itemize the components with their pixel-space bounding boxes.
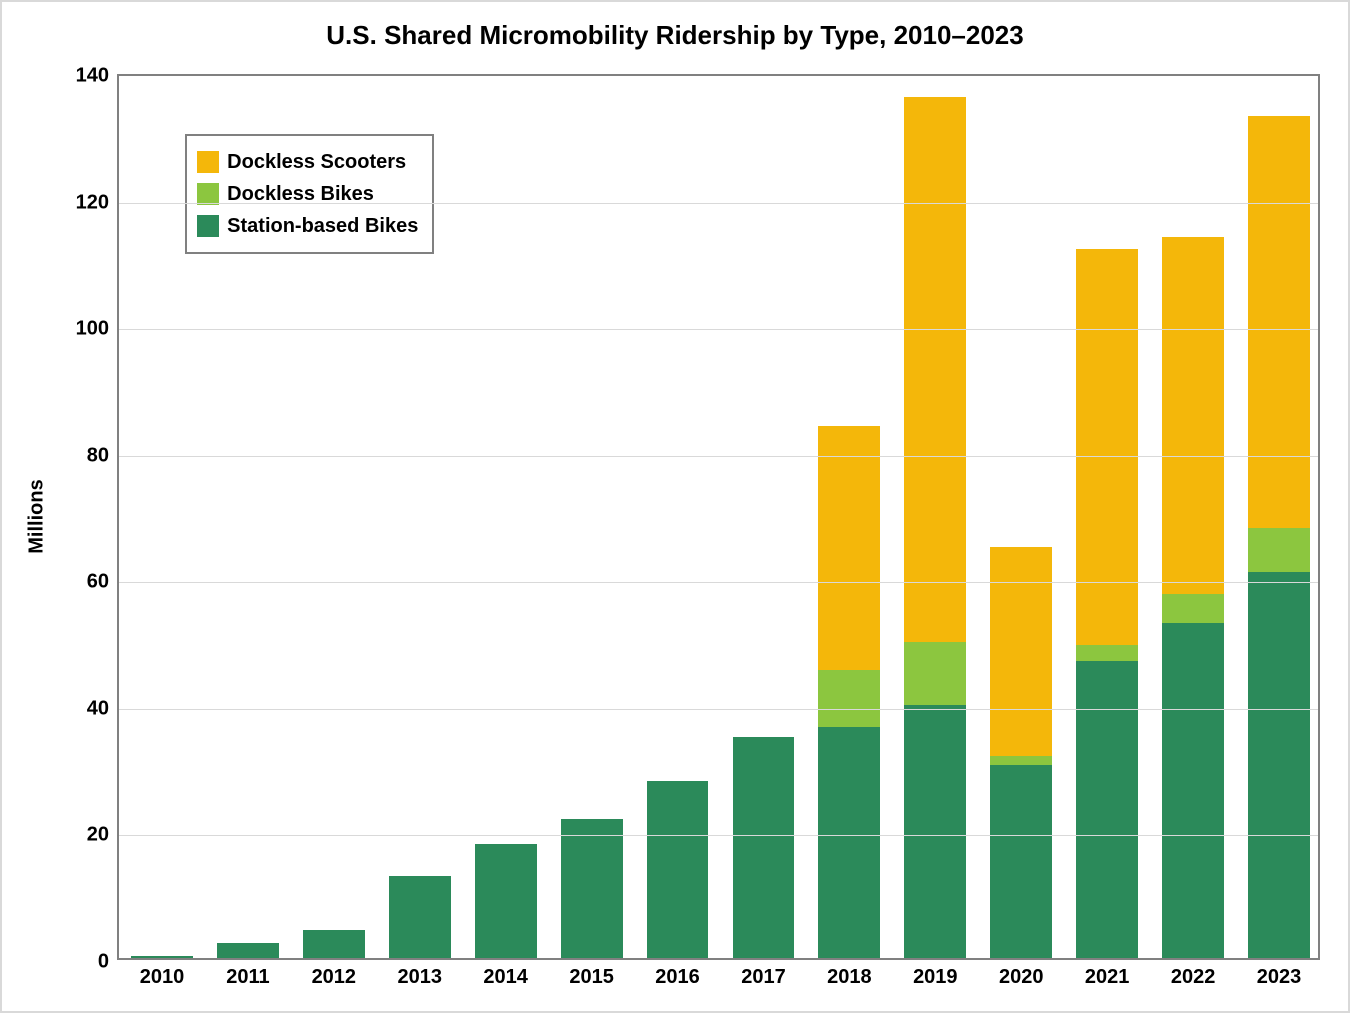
y-axis-label: Millions [26, 467, 49, 567]
bar-segment-dockless_bikes [818, 670, 880, 727]
gridline [119, 329, 1318, 330]
y-tick-label: 140 [76, 65, 119, 88]
bar-segment-dockless_bikes [1248, 528, 1310, 572]
bar-segment-dockless_scooters [1248, 116, 1310, 527]
x-tick-label: 2023 [1257, 958, 1302, 989]
x-tick-label: 2012 [312, 958, 357, 989]
bar-segment-station_bikes [733, 737, 795, 959]
y-tick-label: 100 [76, 318, 119, 341]
bar-segment-dockless_scooters [1162, 237, 1224, 595]
bar-segment-station_bikes [561, 819, 623, 958]
x-tick-label: 2018 [827, 958, 872, 989]
bar-stack [1076, 249, 1138, 958]
bar-segment-station_bikes [1162, 623, 1224, 958]
bar-segment-dockless_bikes [1076, 645, 1138, 661]
bars-container [119, 76, 1318, 958]
x-tick-label: 2017 [741, 958, 786, 989]
bar-segment-station_bikes [475, 844, 537, 958]
bar-segment-station_bikes [1248, 572, 1310, 958]
x-tick-label: 2013 [398, 958, 443, 989]
x-tick-label: 2011 [226, 958, 269, 989]
bar-stack [561, 819, 623, 958]
bar-segment-station_bikes [389, 876, 451, 958]
y-tick-label: 20 [87, 824, 119, 847]
y-tick-label: 80 [87, 444, 119, 467]
x-tick-label: 2016 [655, 958, 700, 989]
y-tick-label: 120 [76, 191, 119, 214]
gridline [119, 203, 1318, 204]
x-tick-label: 2022 [1171, 958, 1216, 989]
y-tick-label: 0 [98, 951, 119, 974]
bar-stack [303, 930, 365, 958]
x-tick-label: 2020 [999, 958, 1044, 989]
bar-stack [217, 943, 279, 958]
bar-stack [818, 426, 880, 958]
bar-segment-station_bikes [990, 765, 1052, 958]
bar-segment-dockless_scooters [818, 426, 880, 670]
chart-frame: U.S. Shared Micromobility Ridership by T… [0, 0, 1350, 1013]
gridline [119, 835, 1318, 836]
bar-stack [990, 547, 1052, 958]
x-tick-label: 2010 [140, 958, 185, 989]
bar-segment-dockless_scooters [990, 547, 1052, 756]
y-tick-label: 40 [87, 697, 119, 720]
bar-segment-station_bikes [904, 705, 966, 958]
bar-segment-dockless_bikes [1162, 594, 1224, 622]
gridline [119, 456, 1318, 457]
bar-stack [475, 844, 537, 958]
bar-segment-dockless_bikes [904, 642, 966, 705]
x-tick-label: 2021 [1085, 958, 1130, 989]
bar-segment-station_bikes [217, 943, 279, 958]
gridline [119, 582, 1318, 583]
y-tick-label: 60 [87, 571, 119, 594]
bar-segment-station_bikes [818, 727, 880, 958]
bar-segment-station_bikes [647, 781, 709, 958]
x-tick-label: 2015 [569, 958, 614, 989]
bar-stack [389, 876, 451, 958]
bar-segment-dockless_bikes [990, 756, 1052, 765]
bar-stack [904, 97, 966, 958]
bar-segment-dockless_scooters [1076, 249, 1138, 645]
bar-segment-station_bikes [1076, 661, 1138, 958]
plot-area: Dockless ScootersDockless BikesStation-b… [117, 74, 1320, 960]
bar-segment-dockless_scooters [904, 97, 966, 641]
bar-stack [1162, 237, 1224, 958]
x-tick-label: 2019 [913, 958, 958, 989]
chart-title: U.S. Shared Micromobility Ridership by T… [2, 20, 1348, 51]
bar-stack [733, 737, 795, 959]
bar-stack [1248, 116, 1310, 958]
bar-stack [647, 781, 709, 958]
x-tick-label: 2014 [483, 958, 528, 989]
gridline [119, 709, 1318, 710]
bar-segment-station_bikes [303, 930, 365, 958]
